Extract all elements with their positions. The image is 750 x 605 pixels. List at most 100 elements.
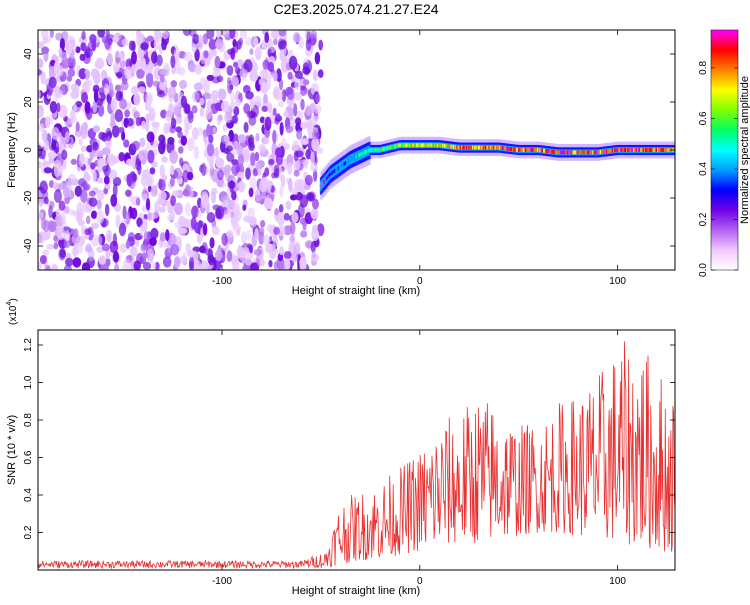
noise-speckle bbox=[229, 100, 236, 111]
noise-speckle bbox=[206, 123, 211, 138]
noise-speckle bbox=[284, 143, 290, 150]
noise-speckle bbox=[38, 211, 44, 220]
noise-speckle bbox=[259, 227, 265, 236]
noise-speckle bbox=[141, 252, 148, 259]
noise-speckle bbox=[121, 131, 126, 141]
noise-speckle bbox=[309, 30, 318, 39]
noise-speckle bbox=[130, 207, 138, 220]
noise-speckle bbox=[307, 122, 313, 130]
noise-speckle bbox=[208, 156, 214, 169]
noise-speckle bbox=[43, 139, 50, 152]
noise-speckle bbox=[45, 264, 51, 270]
noise-speckle bbox=[279, 185, 284, 198]
noise-speckle bbox=[96, 199, 102, 210]
noise-speckle bbox=[107, 52, 114, 66]
noise-speckle bbox=[227, 80, 233, 94]
noise-speckle bbox=[169, 149, 178, 164]
noise-speckle bbox=[231, 163, 240, 177]
noise-speckle bbox=[206, 30, 215, 40]
spectrogram-y-ticks: -40 -20 0 20 40 bbox=[23, 48, 675, 253]
noise-speckle bbox=[84, 101, 91, 114]
noise-speckle bbox=[72, 103, 78, 112]
noise-speckle bbox=[187, 250, 195, 258]
noise-speckle bbox=[46, 82, 54, 96]
x-tick-label: -100 bbox=[212, 276, 232, 287]
noise-speckle bbox=[97, 157, 105, 168]
noise-speckle bbox=[55, 32, 64, 41]
noise-speckle bbox=[296, 129, 303, 140]
noise-speckle bbox=[108, 169, 118, 180]
noise-speckle bbox=[232, 38, 237, 48]
noise-speckle bbox=[85, 215, 91, 225]
noise-speckle bbox=[215, 30, 222, 39]
noise-speckle bbox=[167, 86, 177, 98]
noise-speckle bbox=[257, 168, 262, 176]
noise-speckle bbox=[249, 177, 258, 191]
noise-speckle bbox=[290, 221, 296, 236]
noise-speckle bbox=[153, 210, 159, 219]
noise-speckle bbox=[123, 258, 131, 269]
noise-speckle bbox=[85, 243, 92, 253]
noise-speckle bbox=[100, 264, 109, 270]
noise-speckle bbox=[291, 211, 299, 223]
noise-speckle bbox=[162, 30, 169, 40]
noise-speckle bbox=[49, 100, 58, 114]
noise-speckle bbox=[80, 42, 86, 52]
noise-speckle bbox=[97, 150, 104, 157]
noise-speckle bbox=[157, 90, 166, 98]
noise-speckle bbox=[156, 54, 163, 67]
noise-speckle bbox=[191, 105, 198, 114]
noise-speckle bbox=[78, 138, 83, 146]
noise-speckle bbox=[140, 42, 149, 51]
noise-speckle bbox=[287, 162, 293, 175]
noise-speckle bbox=[138, 86, 146, 94]
noise-speckle bbox=[52, 181, 60, 190]
noise-speckle bbox=[118, 98, 128, 110]
noise-speckle bbox=[153, 37, 160, 51]
spectrogram-x-ticks: -100 0 100 bbox=[212, 30, 626, 287]
noise-speckle bbox=[40, 71, 46, 85]
figure-title: C2E3.2025.074.21.27.E24 bbox=[273, 1, 438, 17]
noise-speckle bbox=[136, 68, 145, 79]
noise-speckle bbox=[141, 193, 148, 202]
noise-speckle bbox=[300, 230, 308, 238]
noise-speckle bbox=[267, 48, 272, 58]
y-tick-label: 1.2 bbox=[23, 338, 34, 352]
noise-speckle bbox=[112, 183, 118, 197]
noise-speckle bbox=[293, 169, 300, 177]
noise-speckle bbox=[216, 75, 224, 83]
noise-speckle bbox=[230, 47, 236, 60]
noise-speckle bbox=[43, 167, 53, 174]
noise-speckle bbox=[77, 209, 84, 219]
noise-speckle bbox=[191, 127, 199, 140]
noise-speckle bbox=[94, 59, 103, 70]
noise-speckle bbox=[135, 117, 141, 127]
noise-speckle bbox=[135, 197, 141, 206]
noise-speckle bbox=[116, 71, 123, 80]
noise-speckle bbox=[285, 200, 292, 210]
noise-speckle bbox=[310, 207, 319, 220]
noise-speckle bbox=[179, 79, 188, 89]
noise-speckle bbox=[249, 48, 254, 55]
noise-speckle bbox=[43, 196, 49, 205]
noise-speckle bbox=[244, 256, 252, 267]
noise-speckle bbox=[146, 174, 155, 186]
noise-speckle bbox=[300, 159, 309, 166]
noise-speckle bbox=[158, 191, 167, 202]
noise-speckle bbox=[294, 91, 302, 101]
noise-speckle bbox=[268, 259, 273, 268]
noise-speckle bbox=[317, 69, 324, 78]
colorbar: 0.0 0.2 0.4 0.6 0.8 Normalized spectral ampl… bbox=[698, 29, 750, 277]
noise-speckle bbox=[208, 134, 214, 144]
noise-speckle bbox=[126, 117, 134, 127]
noise-speckle bbox=[178, 227, 188, 235]
noise-speckle bbox=[99, 87, 105, 96]
noise-speckle bbox=[233, 140, 239, 150]
noise-speckle bbox=[38, 69, 43, 76]
noise-speckle bbox=[274, 90, 283, 101]
noise-speckle bbox=[310, 241, 316, 253]
noise-speckle bbox=[123, 139, 130, 148]
noise-speckle bbox=[314, 93, 321, 103]
